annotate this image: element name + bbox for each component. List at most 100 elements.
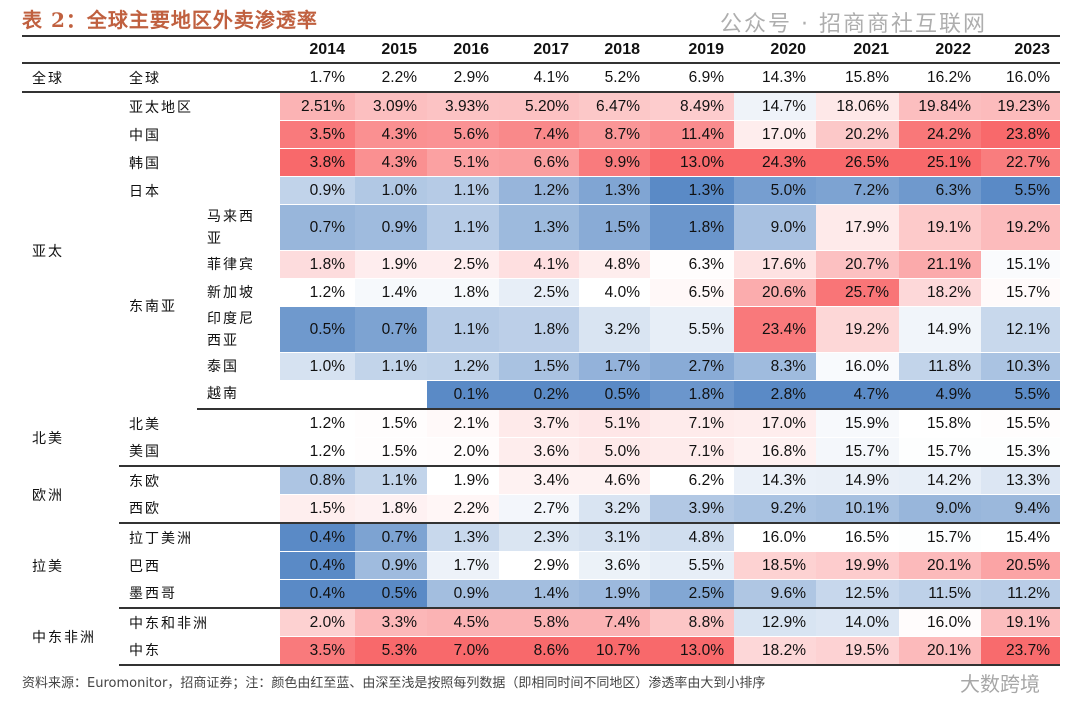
table-title: 表 2：全球主要地区外卖渗透率 [22, 8, 318, 32]
value-cell: 17.6% [734, 250, 816, 279]
value-cell: 17.0% [734, 120, 816, 149]
value-cell: 1.5% [355, 437, 427, 467]
value-cell: 12.1% [981, 306, 1060, 353]
value-cell: 16.8% [734, 437, 816, 467]
value-cell: 1.5% [499, 352, 579, 381]
value-cell: 7.0% [427, 636, 499, 666]
year-header: 2014 [280, 35, 355, 64]
value-cell: 3.5% [280, 636, 355, 666]
value-cell: 1.9% [427, 466, 499, 495]
year-header: 2020 [734, 35, 816, 64]
value-cell: 19.5% [816, 636, 899, 666]
region-label: 西欧 [119, 494, 280, 524]
value-cell: 1.2% [280, 409, 355, 438]
value-cell: 2.1% [427, 409, 499, 438]
value-cell: 18.2% [899, 278, 981, 307]
value-cell: 5.20% [499, 92, 579, 121]
value-cell: 0.8% [280, 466, 355, 495]
value-cell: 15.4% [981, 523, 1060, 552]
value-cell: 7.1% [650, 409, 734, 438]
value-cell: 3.7% [499, 409, 579, 438]
value-cell: 20.1% [899, 551, 981, 580]
value-cell: 3.4% [499, 466, 579, 495]
value-cell: 2.9% [427, 63, 499, 93]
value-cell: 15.5% [981, 409, 1060, 438]
year-header: 2015 [355, 35, 427, 64]
value-cell: 7.2% [816, 176, 899, 205]
table-row: 中东非洲 中东和非洲 2.0% 3.3% 4.5% 5.8% 7.4% 8.8% 12.9% 14… [22, 608, 1060, 646]
value-cell: 10.3% [981, 352, 1060, 381]
value-cell: 3.93% [427, 92, 499, 121]
value-cell: 1.2% [280, 278, 355, 307]
value-cell: 20.2% [816, 120, 899, 149]
value-cell: 1.1% [355, 352, 427, 381]
value-cell: 24.2% [899, 120, 981, 149]
value-cell: 2.0% [427, 437, 499, 467]
region-group-label: 拉美 [32, 558, 64, 575]
watermark: 公众号 · 招商商社互联网 [720, 12, 987, 37]
value-cell: 1.3% [579, 176, 650, 205]
value-cell: 23.8% [981, 120, 1060, 149]
country-label: 菲律宾 [207, 256, 255, 273]
value-cell: 1.3% [427, 523, 499, 552]
value-cell: 15.8% [816, 63, 899, 93]
country-label: 马来西亚 [207, 208, 255, 247]
value-cell: 15.7% [899, 437, 981, 467]
table-row: 印度尼西亚 0.5% 0.7% 1.1% 1.8% 3.2% 5.5% 23.4% 19.2% 1… [22, 306, 1060, 353]
region-group-label: 亚太 [32, 244, 64, 260]
value-cell [355, 380, 427, 410]
value-cell: 1.7% [427, 551, 499, 580]
region-group-label: 欧洲 [32, 487, 64, 504]
value-cell: 1.2% [280, 437, 355, 467]
value-cell: 10.1% [816, 494, 899, 524]
value-cell: 2.7% [499, 494, 579, 524]
footnote: 资料来源：Euromonitor，招商证券；注：颜色由红至蓝、由深至浅是按照每列… [22, 676, 766, 691]
value-cell: 23.7% [981, 636, 1060, 666]
value-cell: 16.0% [899, 608, 981, 637]
value-cell: 2.5% [427, 250, 499, 279]
value-cell: 13.0% [650, 148, 734, 177]
region-label: 亚太地区 [129, 99, 193, 116]
year-header: 2017 [499, 35, 579, 64]
value-cell: 9.6% [734, 579, 816, 609]
value-cell: 3.3% [355, 608, 427, 637]
value-cell: 3.8% [280, 148, 355, 177]
value-cell: 2.3% [499, 523, 579, 552]
value-cell: 4.6% [579, 466, 650, 495]
value-cell: 1.3% [499, 204, 579, 251]
region-label: 拉丁美洲 [129, 530, 193, 547]
region-label: 中国 [129, 127, 161, 144]
value-cell: 11.2% [981, 579, 1060, 609]
value-cell: 0.4% [280, 551, 355, 580]
value-cell: 5.8% [499, 608, 579, 637]
region-label: 韩国 [129, 155, 161, 172]
value-cell: 11.8% [899, 352, 981, 381]
value-cell: 7.4% [499, 120, 579, 149]
value-cell: 12.5% [816, 579, 899, 609]
year-header: 2018 [579, 35, 650, 64]
value-cell: 9.0% [899, 494, 981, 524]
value-cell: 16.0% [816, 352, 899, 381]
value-cell: 2.8% [734, 380, 816, 410]
value-cell: 3.2% [579, 494, 650, 524]
value-cell: 0.9% [280, 176, 355, 205]
value-cell: 9.9% [579, 148, 650, 177]
header-blank [22, 35, 119, 64]
value-cell: 15.9% [816, 409, 899, 438]
table-row: 泰国 1.0% 1.1% 1.2% 1.5% 1.7% 2.7% 8.3% 16.0% 11.8%… [22, 352, 1060, 381]
value-cell: 1.8% [427, 278, 499, 307]
value-cell: 18.5% [734, 551, 816, 580]
country-label: 印度尼西亚 [207, 310, 255, 349]
country-label: 泰国 [207, 358, 239, 375]
value-cell: 2.2% [355, 63, 427, 93]
value-cell: 17.0% [734, 409, 816, 438]
region-label: 中东 [119, 636, 280, 666]
value-cell: 0.7% [355, 306, 427, 353]
value-cell: 2.0% [280, 608, 355, 637]
value-cell: 14.2% [899, 466, 981, 495]
value-cell: 19.84% [899, 92, 981, 121]
value-cell: 1.1% [355, 466, 427, 495]
value-cell: 4.9% [899, 380, 981, 410]
value-cell: 3.1% [579, 523, 650, 552]
value-cell: 3.9% [650, 494, 734, 524]
